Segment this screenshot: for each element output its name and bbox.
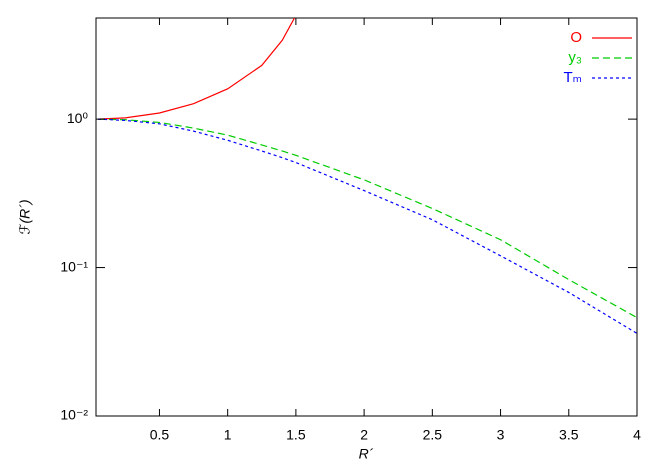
data-line (98, 118, 637, 334)
x-tick-label: 3.5 (559, 427, 579, 443)
y-tick-label: 10⁻¹ (60, 258, 88, 274)
legend-label: O (570, 29, 582, 46)
y-axis-label: ℱ(R´) (17, 199, 33, 234)
x-tick-label: 2 (360, 427, 368, 443)
data-line (98, 118, 637, 319)
x-tick-label: 1 (224, 427, 232, 443)
x-tick-label: 0.5 (150, 427, 170, 443)
x-tick-label: 1.5 (286, 427, 306, 443)
legend-label: y₃ (568, 49, 582, 66)
y-tick-label: 10⁻² (60, 407, 88, 423)
plot-area (98, 18, 637, 334)
y-tick-label: 10⁰ (67, 110, 89, 126)
data-line (98, 18, 296, 120)
legend-label: Tₘ (563, 69, 582, 86)
x-tick-label: 3 (497, 427, 505, 443)
x-axis-label: R´ (359, 446, 374, 462)
x-tick-label: 2.5 (423, 427, 443, 443)
plot-frame (95, 17, 638, 417)
x-tick-label: 4 (633, 427, 641, 443)
